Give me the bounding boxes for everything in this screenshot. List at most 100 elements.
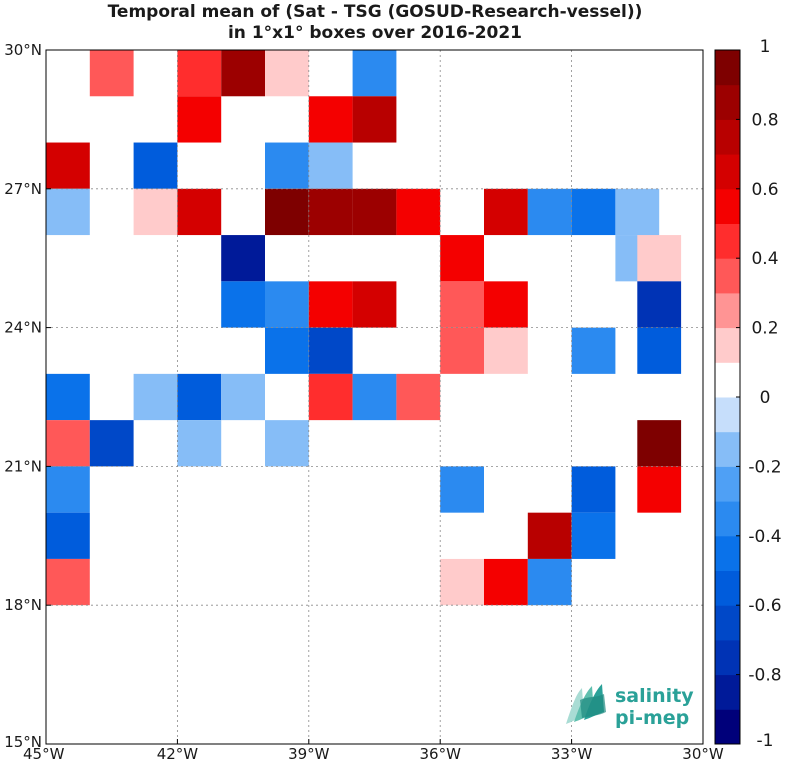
heatmap-cell <box>221 373 265 421</box>
heatmap-cell <box>484 188 528 236</box>
heatmap-cell <box>133 142 178 189</box>
colorbar-tick-label: 0.4 <box>751 249 778 269</box>
heatmap-cell <box>46 466 90 513</box>
x-tick-label: 33°W <box>551 745 593 763</box>
heatmap-cell <box>46 142 90 189</box>
grid-lines <box>46 50 703 744</box>
colorbar-tick-label: -0.6 <box>748 596 781 616</box>
colorbar-tick-label: 0.8 <box>751 110 778 130</box>
heatmap-cell <box>571 512 616 559</box>
heatmap-cell <box>308 188 353 236</box>
colorbar-tick-label: -0.4 <box>748 527 781 547</box>
colorbar-blocks <box>715 50 740 745</box>
heatmap-cell <box>484 281 528 328</box>
x-tick-label: 36°W <box>419 745 461 763</box>
colorbar-tick-label: -1 <box>757 731 774 751</box>
heatmap-cell <box>527 512 572 559</box>
heatmap-cell <box>265 420 309 467</box>
salinity-pi-mep-logo: salinity pi-mep <box>566 684 694 729</box>
colorbar-ticks: 1 0.8 0.6 0.4 0.2 0 -0.2 -0.4 -0.6 -0.8 -1 <box>736 37 782 751</box>
heatmap-cell <box>637 281 682 328</box>
x-tick-label: 39°W <box>288 745 330 763</box>
heatmap-cell <box>46 188 90 236</box>
heatmap-cell <box>265 142 309 189</box>
colorbar-block <box>715 84 740 120</box>
logo-text-salinity: salinity <box>615 685 694 707</box>
heatmap-cell <box>46 420 90 467</box>
colorbar-block <box>715 292 740 329</box>
x-axis: 45°W 42°W 39°W 36°W 33°W 30°W <box>23 739 724 763</box>
heatmap-cell <box>484 558 528 606</box>
heatmap-cell <box>177 420 222 467</box>
heatmap-cell <box>221 281 265 328</box>
colorbar-block <box>715 639 740 676</box>
heatmap-cell <box>484 327 528 374</box>
y-tick-label: 15°N <box>4 733 42 751</box>
colorbar-tick-label: 0 <box>760 388 771 408</box>
x-tick-label: 45°W <box>23 745 65 763</box>
heatmap-cells <box>46 50 682 606</box>
heatmap-cell <box>308 142 353 189</box>
heatmap-cell <box>46 512 90 559</box>
heatmap-cell <box>396 188 441 236</box>
heatmap-cell <box>571 188 616 236</box>
heatmap-cell <box>308 327 353 374</box>
heatmap-cell <box>46 558 90 606</box>
heatmap-cell <box>352 281 397 328</box>
plot-frame <box>45 49 704 745</box>
heatmap-cell <box>637 327 682 374</box>
heatmap-cell <box>177 188 222 236</box>
x-tick-label: 42°W <box>157 745 199 763</box>
plot-area: 45°W 42°W 39°W 36°W 33°W 30°W 15°N 18°N 21°N 24°… <box>4 41 724 763</box>
colorbar-block <box>715 223 740 259</box>
heatmap-cell <box>265 50 309 97</box>
colorbar-block <box>715 119 740 155</box>
logo-text-pi-mep: pi-mep <box>615 707 689 729</box>
heatmap-cell <box>221 235 265 282</box>
heatmap-cell <box>527 188 572 236</box>
heatmap-cell <box>89 50 134 97</box>
heatmap-cell <box>440 558 484 606</box>
colorbar-block <box>715 709 740 745</box>
y-tick-label: 18°N <box>4 596 42 614</box>
colorbar-block <box>715 674 740 710</box>
heatmap-cell <box>571 327 616 374</box>
heatmap-cell <box>527 558 572 606</box>
colorbar-tick-label: 1 <box>760 37 771 57</box>
heatmap-cell <box>221 50 265 97</box>
heatmap-cell <box>396 373 441 421</box>
heatmap-cell <box>352 373 397 421</box>
colorbar-tick-label: -0.2 <box>748 457 781 477</box>
heatmap-cell <box>308 96 353 143</box>
colorbar-block <box>715 50 740 86</box>
colorbar-block <box>715 154 740 190</box>
heatmap-cell <box>440 235 484 282</box>
colorbar-block <box>715 327 740 363</box>
heatmap-cell <box>615 188 660 236</box>
heatmap-cell <box>637 235 682 282</box>
y-tick-label: 24°N <box>4 319 42 337</box>
heatmap-cell <box>637 420 682 467</box>
colorbar-block <box>715 188 740 224</box>
heatmap-cell <box>352 50 397 97</box>
chart-title-line1: Temporal mean of (Sat - TSG (GOSUD-Resea… <box>108 2 643 22</box>
x-tick-label: 30°W <box>682 745 724 763</box>
heatmap-cell <box>46 373 90 421</box>
heatmap-cell <box>352 96 397 143</box>
y-tick-label: 27°N <box>4 180 42 198</box>
colorbar-tick-label: 0.6 <box>751 180 778 200</box>
y-axis: 15°N 18°N 21°N 24°N 27°N 30°N <box>4 41 51 751</box>
heatmap-cell <box>440 466 484 513</box>
heatmap-cell <box>571 466 616 513</box>
heatmap-cell <box>265 188 309 236</box>
heatmap-cell <box>133 188 178 236</box>
colorbar-block <box>715 258 740 294</box>
heatmap-cell <box>637 466 682 513</box>
heatmap-cell <box>352 188 397 236</box>
colorbar-tick-label: 0.2 <box>751 319 778 339</box>
colorbar-block <box>715 605 740 641</box>
heatmap-cell <box>265 327 309 374</box>
heatmap-cell <box>265 281 309 328</box>
heatmap-cell <box>177 373 222 421</box>
